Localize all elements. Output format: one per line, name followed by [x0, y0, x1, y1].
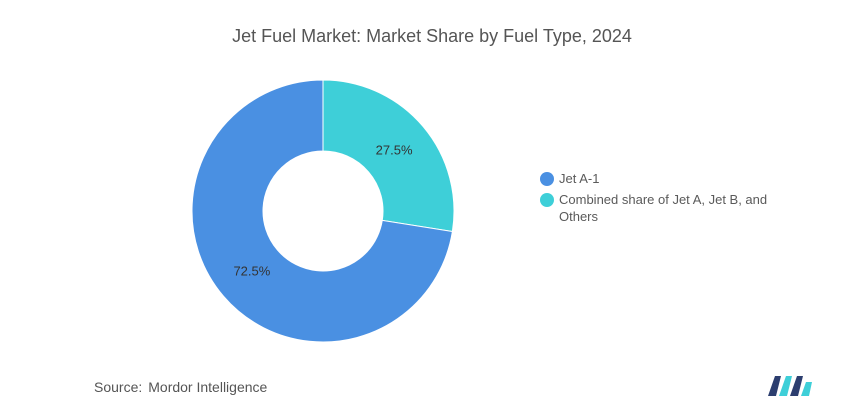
donut-slice-0: [191, 79, 453, 343]
legend-swatch: [540, 172, 554, 186]
slice-value-label-1: 27.5%: [376, 142, 413, 157]
legend-label: Jet A-1: [559, 171, 600, 186]
legend-item-jet-a1: Jet A-1: [540, 170, 800, 187]
legend-label: Combined share of Jet A, Jet B, and Othe…: [559, 192, 768, 224]
legend-item-combined-share: Combined share of Jet A, Jet B, and Othe…: [540, 191, 800, 225]
legend: Jet A-1 Combined share of Jet A, Jet B, …: [540, 170, 800, 229]
mordor-intelligence-logo-icon: [768, 376, 812, 396]
source-note: Source: Mordor Intelligence: [94, 379, 267, 395]
slice-value-label-0: 72.5%: [233, 264, 270, 279]
source-text: Mordor Intelligence: [148, 379, 268, 395]
source-label: Source:: [94, 379, 143, 395]
chart-title: Jet Fuel Market: Market Share by Fuel Ty…: [232, 26, 632, 46]
donut-slice-1: [322, 79, 455, 233]
legend-swatch: [540, 193, 554, 207]
